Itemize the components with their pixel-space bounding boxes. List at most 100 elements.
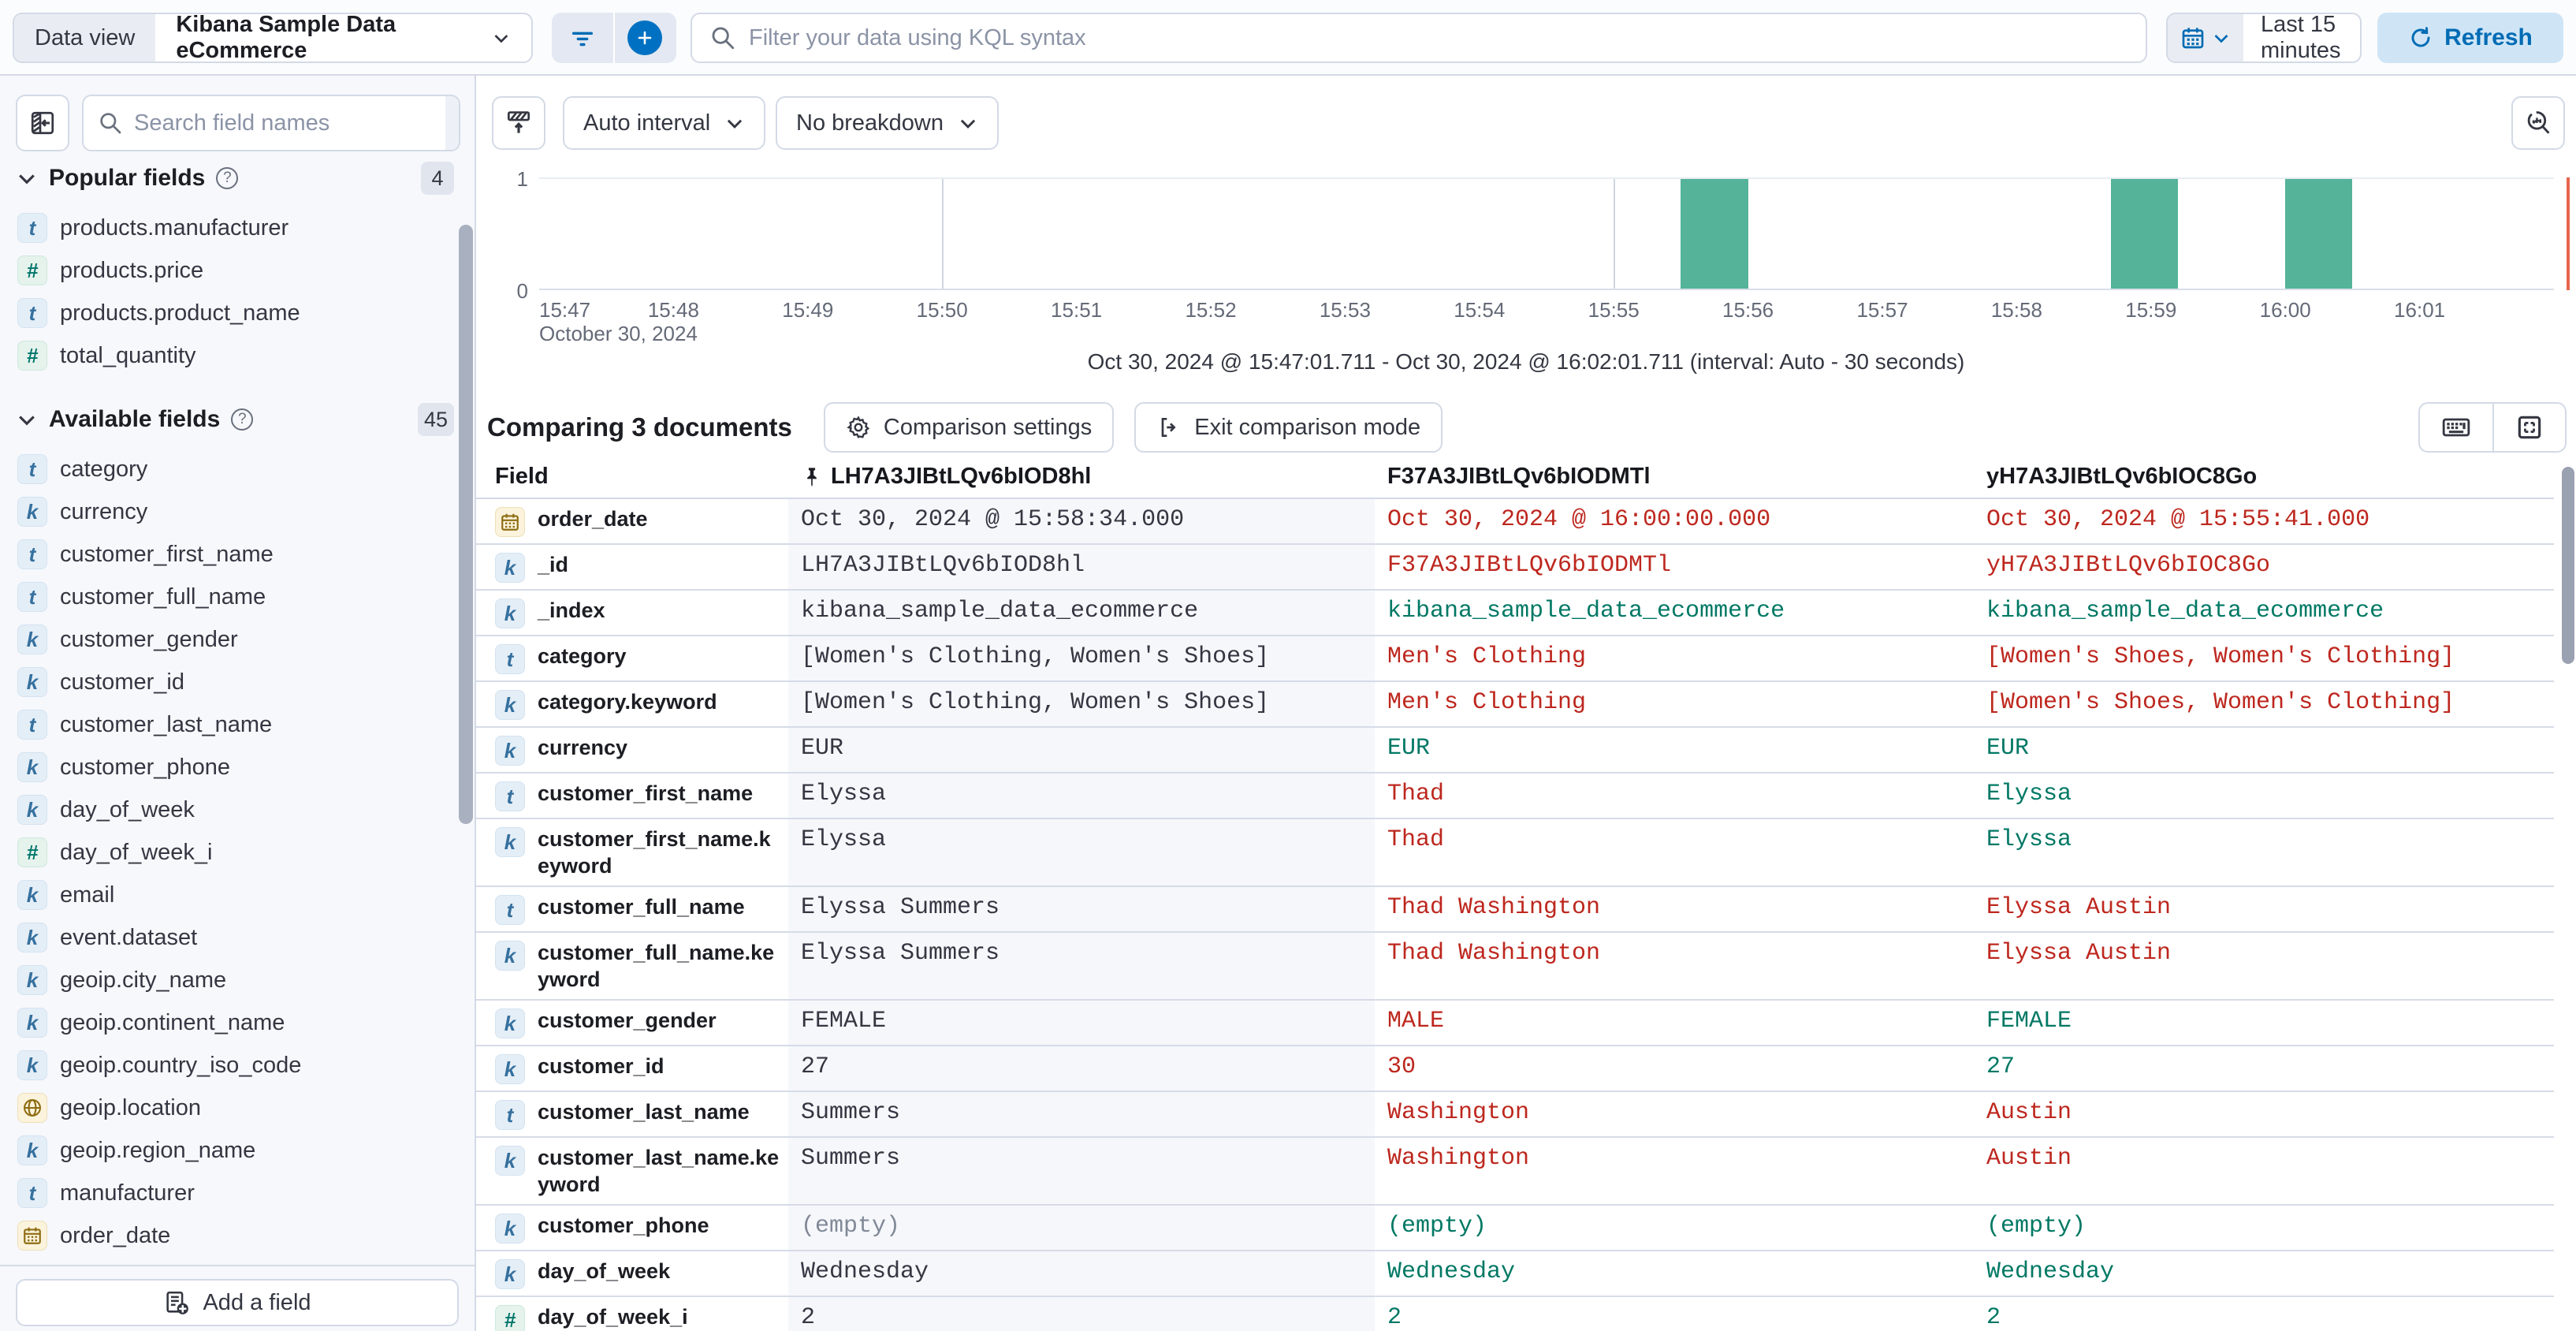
keyword-field-icon: k bbox=[495, 736, 525, 766]
keyword-field-icon: k bbox=[17, 752, 47, 782]
x-tick-label: 15:55 bbox=[1588, 298, 1640, 322]
value-cell-c3: Elyssa bbox=[1986, 781, 2072, 807]
table-row-customer_full_name.keyword: k customer_full_name.keyword Elyssa Summer… bbox=[476, 933, 2554, 1001]
sidebar-field-total_quantity[interactable]: # total_quantity bbox=[0, 334, 467, 377]
doc-column-header-yH7A3JIBtLQv6bIOC8Go[interactable]: yH7A3JIBtLQv6bIOC8Go bbox=[1974, 456, 2554, 498]
x-tick-label: 15:54 bbox=[1454, 298, 1506, 322]
sidebar-field-customer_full_name[interactable]: t customer_full_name bbox=[0, 576, 467, 618]
field-name: category.keyword bbox=[538, 690, 717, 714]
value-cell-c3: Oct 30, 2024 @ 15:55:41.000 bbox=[1986, 506, 2370, 533]
sidebar-field-event.dataset[interactable]: k event.dataset bbox=[0, 916, 467, 959]
x-tick-label: 15:49 bbox=[782, 298, 834, 322]
sidebar-field-order_date[interactable]: order_date bbox=[0, 1214, 467, 1257]
data-view-select[interactable]: Kibana Sample Data eCommerce bbox=[155, 14, 531, 62]
comparison-settings-button[interactable]: Comparison settings bbox=[823, 402, 1115, 453]
keyword-field-icon: k bbox=[17, 923, 47, 953]
table-row-day_of_week_i: # day_of_week_i 2 2 2 bbox=[476, 1297, 2554, 1331]
value-cell-base: EUR bbox=[788, 728, 1375, 772]
text-field-icon: t bbox=[17, 298, 47, 328]
popular-fields-header[interactable]: Popular fields ? 4 bbox=[0, 161, 468, 196]
interval-dropdown[interactable]: Auto interval bbox=[563, 96, 766, 150]
sidebar-field-customer_last_name[interactable]: t customer_last_name bbox=[0, 703, 467, 746]
histogram-bar-15:55:30[interactable] bbox=[1681, 179, 1748, 289]
sidebar-field-geoip.city_name[interactable]: k geoip.city_name bbox=[0, 959, 467, 1001]
sidebar-field-customer_phone[interactable]: k customer_phone bbox=[0, 746, 467, 789]
date-field-icon bbox=[495, 507, 525, 537]
field-cell: k customer_id bbox=[476, 1046, 788, 1091]
value-cell-base: FEMALE bbox=[788, 1001, 1375, 1045]
table-row-customer_id: k customer_id 27 30 27 bbox=[476, 1046, 2554, 1092]
refresh-button[interactable]: Refresh bbox=[2377, 13, 2563, 63]
field-name-label: customer_first_name bbox=[60, 541, 274, 567]
sidebar-field-geoip.region_name[interactable]: k geoip.region_name bbox=[0, 1129, 467, 1172]
histogram-bar-16:00:00[interactable] bbox=[2285, 179, 2353, 289]
sidebar-scrollbar[interactable] bbox=[459, 225, 473, 824]
kql-query-input[interactable] bbox=[749, 24, 2128, 51]
sidebar-field-products.product_name[interactable]: t products.product_name bbox=[0, 292, 467, 334]
edit-visualization-button[interactable] bbox=[2511, 96, 2565, 150]
sidebar-field-geoip.location[interactable]: geoip.location bbox=[0, 1087, 467, 1129]
x-tick-label: 15:47 bbox=[539, 298, 591, 322]
keyword-field-icon: k bbox=[17, 880, 47, 910]
interval-value: Auto interval bbox=[583, 110, 711, 136]
sidebar-field-category[interactable]: t category bbox=[0, 448, 467, 490]
table-scrollbar[interactable] bbox=[2562, 467, 2574, 664]
add-filter-button[interactable] bbox=[613, 13, 675, 63]
x-tick-label: 16:01 bbox=[2394, 298, 2446, 322]
sidebar-field-day_of_week[interactable]: k day_of_week bbox=[0, 789, 467, 831]
histogram-bar-15:58:30[interactable] bbox=[2110, 179, 2178, 289]
doc-column-header-LH7A3JIBtLQv6bIOD8hl[interactable]: LH7A3JIBtLQv6bIOD8hl bbox=[788, 456, 1375, 498]
time-range-value[interactable]: Last 15 minutes bbox=[2261, 13, 2341, 63]
sidebar-field-products.manufacturer[interactable]: t products.manufacturer bbox=[0, 207, 467, 249]
field-name: customer_last_name.keyword bbox=[538, 1146, 780, 1196]
table-row-customer_full_name: t customer_full_name Elyssa Summers Thad Wa… bbox=[476, 887, 2554, 933]
value-cell-c2: Wednesday bbox=[1387, 1258, 1516, 1285]
exit-comparison-button[interactable]: Exit comparison mode bbox=[1134, 402, 1443, 453]
sidebar-field-customer_id[interactable]: k customer_id bbox=[0, 661, 467, 703]
field-search-input[interactable] bbox=[134, 110, 431, 136]
text-field-icon: t bbox=[17, 582, 47, 612]
sidebar-field-geoip.country_iso_code[interactable]: k geoip.country_iso_code bbox=[0, 1044, 467, 1087]
x-tick-label: 15:48 bbox=[647, 298, 699, 322]
value-cell-c2: Men's Clothing bbox=[1387, 689, 1587, 716]
x-tick-label: 15:58 bbox=[1990, 298, 2042, 322]
text-field-icon: t bbox=[17, 1178, 47, 1208]
histogram-plot[interactable] bbox=[539, 177, 2554, 290]
value-cell-c3: 2 bbox=[1986, 1304, 2001, 1331]
field-name: _index bbox=[538, 598, 605, 622]
text-field-icon: t bbox=[17, 454, 47, 484]
sidebar-field-customer_gender[interactable]: k customer_gender bbox=[0, 618, 467, 661]
fullscreen-button[interactable] bbox=[2492, 404, 2565, 451]
x-tick-label: 15:56 bbox=[1722, 298, 1774, 322]
keyboard-shortcuts-button[interactable] bbox=[2420, 404, 2492, 451]
data-view-picker[interactable]: Data view Kibana Sample Data eCommerce bbox=[13, 13, 533, 63]
field-name-label: customer_last_name bbox=[60, 711, 273, 737]
sidebar-field-email[interactable]: k email bbox=[0, 874, 467, 916]
keyword-field-icon: k bbox=[495, 1214, 525, 1243]
kql-search-bar[interactable] bbox=[691, 13, 2147, 63]
hide-chart-button[interactable] bbox=[492, 96, 545, 150]
doc-column-header-F37A3JIBtLQv6bIODMTl[interactable]: F37A3JIBtLQv6bIODMTl bbox=[1375, 456, 1974, 498]
value-cell-base: Elyssa Summers bbox=[788, 887, 1375, 931]
x-axis-ticks: 15:47 15:48 15:49 15:50 15:51 15:52 15:53 15:54… bbox=[539, 298, 2554, 322]
add-field-button[interactable]: Add a field bbox=[16, 1279, 459, 1326]
sidebar-field-geoip.continent_name[interactable]: k geoip.continent_name bbox=[0, 1001, 467, 1044]
field-filter-button[interactable]: 0 bbox=[445, 96, 459, 150]
refresh-icon bbox=[2411, 27, 2430, 47]
value-cell-c3: 27 bbox=[1986, 1053, 2016, 1080]
sidebar-field-manufacturer[interactable]: t manufacturer bbox=[0, 1172, 467, 1214]
value-cell-base: Elyssa Summers bbox=[788, 933, 1375, 999]
field-cell: k customer_first_name.keyword bbox=[476, 819, 788, 885]
value-cell-c2: 2 bbox=[1387, 1304, 1402, 1331]
sidebar-field-products.price[interactable]: # products.price bbox=[0, 249, 467, 292]
date-picker-button[interactable] bbox=[2168, 14, 2243, 62]
sidebar-field-currency[interactable]: k currency bbox=[0, 490, 467, 533]
breakdown-dropdown[interactable]: No breakdown bbox=[776, 96, 999, 150]
collapse-sidebar-button[interactable] bbox=[16, 95, 69, 151]
sidebar-field-customer_first_name[interactable]: t customer_first_name bbox=[0, 533, 467, 576]
number-field-icon: # bbox=[17, 837, 47, 867]
sidebar-field-day_of_week_i[interactable]: # day_of_week_i bbox=[0, 831, 467, 874]
help-icon: ? bbox=[231, 408, 254, 431]
saved-query-filter-button[interactable] bbox=[552, 13, 613, 63]
available-fields-header[interactable]: Available fields ? 45 bbox=[0, 402, 468, 437]
